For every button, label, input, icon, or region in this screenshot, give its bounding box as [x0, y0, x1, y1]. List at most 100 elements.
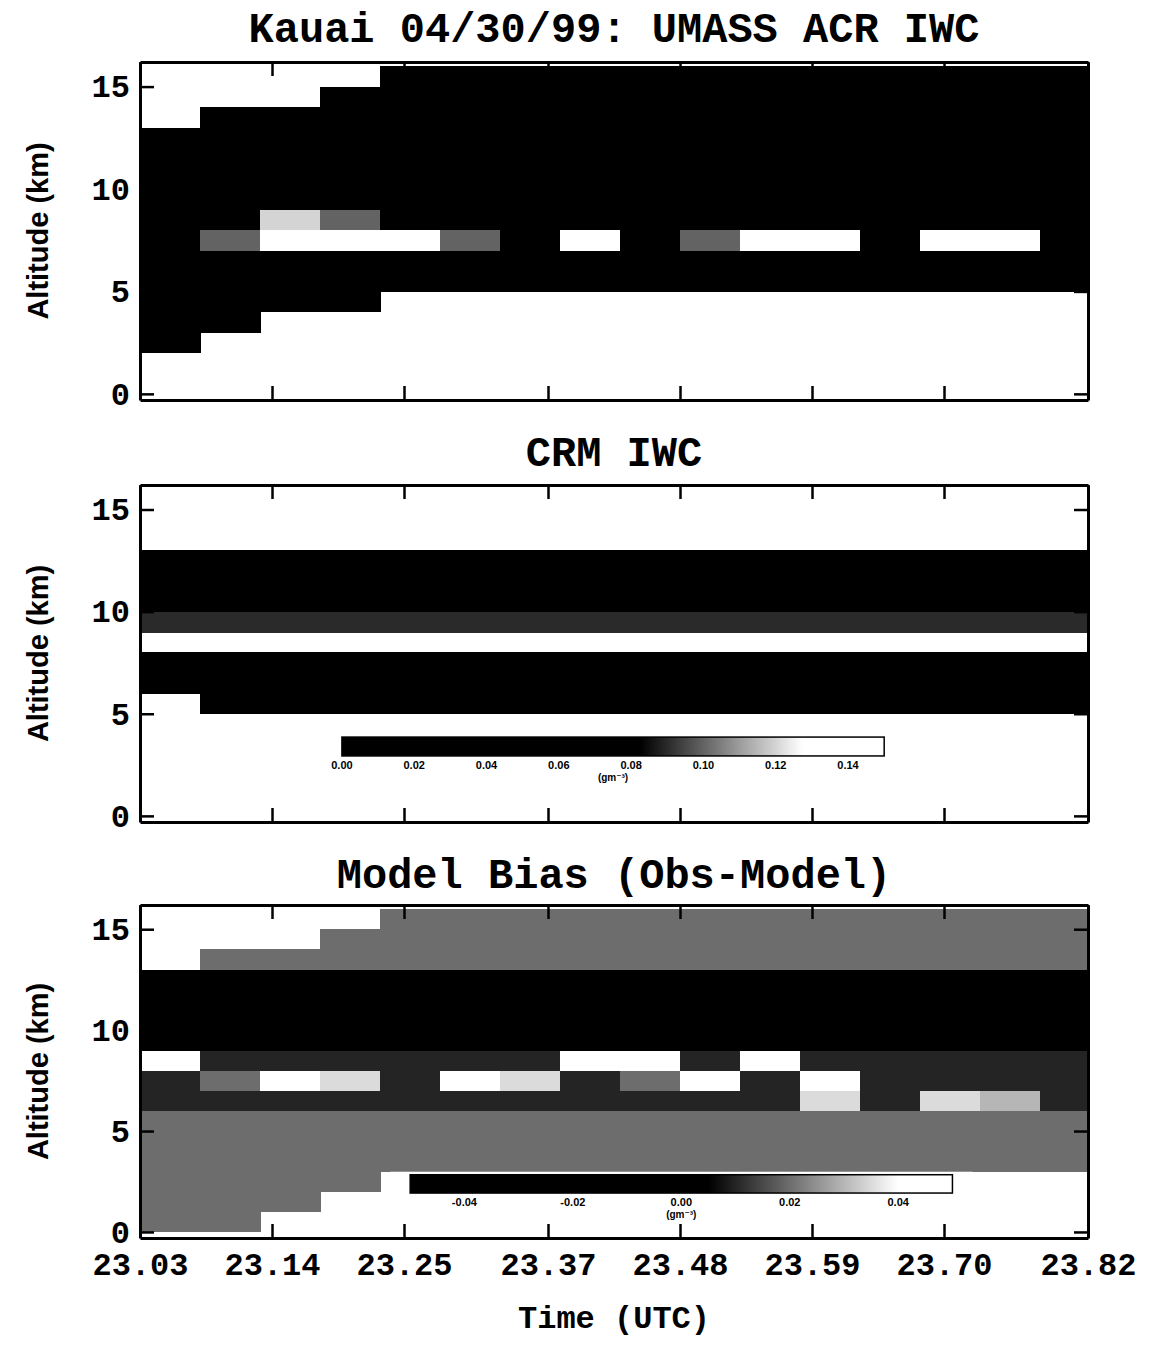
- heatmap-cell: [380, 169, 441, 190]
- heatmap-cell: [620, 550, 681, 571]
- heatmap-cell: [680, 1030, 741, 1051]
- heatmap-cell: [620, 107, 681, 128]
- heatmap-cell: [320, 1111, 381, 1132]
- heatmap-cell: [560, 87, 621, 108]
- heatmap-cell: [380, 1030, 441, 1051]
- heatmap-cell: [920, 929, 981, 950]
- tick: [548, 905, 549, 919]
- tick: [944, 808, 945, 822]
- y-axis-right: [1074, 906, 1089, 1239]
- heatmap-cell: [800, 1091, 861, 1112]
- tick-mark: [403, 485, 406, 499]
- heatmap-cell: [680, 1131, 741, 1152]
- heatmap-cell: [860, 189, 921, 210]
- tick-mark: [679, 905, 682, 919]
- heatmap-cell: [980, 107, 1041, 128]
- heatmap-cell: [860, 1030, 921, 1051]
- tick: [812, 62, 813, 76]
- heatmap-cell: [560, 1111, 621, 1132]
- heatmap-cell: [800, 1131, 861, 1152]
- heatmap-cell: [380, 66, 441, 87]
- heatmap-cell: [140, 230, 201, 251]
- y-axis: 051015: [92, 906, 154, 1253]
- heatmap-cell: [260, 1070, 321, 1091]
- heatmap-cell: [620, 929, 681, 950]
- heatmap-cell: [1040, 1070, 1088, 1091]
- heatmap-cell: [980, 693, 1041, 714]
- heatmap-cell: [380, 250, 441, 271]
- heatmap-cell: [800, 230, 861, 251]
- heatmap-cell: [740, 591, 801, 612]
- heatmap-cell: [980, 209, 1041, 230]
- heatmap-cell: [980, 87, 1041, 108]
- heatmap-cell: [560, 990, 621, 1011]
- heatmap-cell: [140, 1091, 201, 1112]
- heatmap-cell: [560, 271, 621, 292]
- tick-mark: [1074, 393, 1088, 396]
- heatmap-cell: [620, 652, 681, 673]
- heatmap-cell: [740, 970, 801, 991]
- tick-mark: [140, 188, 154, 191]
- heatmap-cell: [260, 128, 321, 149]
- heatmap-cell: [680, 230, 741, 251]
- tick-mark: [403, 808, 406, 822]
- heatmap-cell: [800, 612, 861, 633]
- colorbar: -0.04-0.020.000.020.04(gm⁻³): [390, 1172, 972, 1227]
- heatmap-cell: [320, 169, 381, 190]
- heatmap-cell: [320, 1030, 381, 1051]
- heatmap-cell: [380, 673, 441, 694]
- panel-title: Model Bias (Obs-Model): [337, 853, 892, 901]
- heatmap-cell: [260, 169, 321, 190]
- panel-title: CRM IWC: [526, 431, 702, 479]
- heatmap-cell: [440, 1091, 501, 1112]
- tick-mark: [811, 386, 814, 400]
- panel: 0.000.020.040.060.080.100.120.14(gm⁻³)05…: [22, 431, 1089, 837]
- tick-mark: [1074, 1029, 1088, 1032]
- heatmap-cell: [380, 1070, 441, 1091]
- heatmap-cell: [560, 107, 621, 128]
- heatmap-cell: [860, 1111, 921, 1132]
- tick: 23.59: [764, 1224, 860, 1285]
- heatmap-cell: [440, 591, 501, 612]
- heatmap-cell: [680, 66, 741, 87]
- heatmap-cell: [860, 250, 921, 271]
- heatmap-cell: [560, 652, 621, 673]
- tick-mark: [271, 62, 274, 76]
- tick-mark: [679, 62, 682, 76]
- heatmap-cell: [140, 550, 201, 571]
- heatmap-cell: [200, 312, 261, 333]
- heatmap-cell: [860, 612, 921, 633]
- heatmap-cell: [920, 209, 981, 230]
- axis-line: [141, 399, 1089, 402]
- heatmap-cell: [800, 550, 861, 571]
- heatmap-cell: [140, 250, 201, 271]
- heatmap-cell: [200, 1111, 261, 1132]
- tick: 5: [111, 697, 154, 734]
- heatmap-cell: [440, 250, 501, 271]
- heatmap-cell: [1040, 693, 1088, 714]
- heatmap-cell: [680, 673, 741, 694]
- heatmap-cell: [920, 571, 981, 592]
- tick-mark: [403, 905, 406, 919]
- y-tick-label: 10: [92, 595, 130, 632]
- heatmap-cell: [320, 550, 381, 571]
- heatmap-cell: [140, 1070, 201, 1091]
- heatmap-cell: [140, 571, 201, 592]
- heatmap-cell: [800, 1030, 861, 1051]
- tick: 0: [111, 800, 154, 837]
- heatmap-cell: [440, 1111, 501, 1132]
- heatmap-cell: [620, 1010, 681, 1031]
- heatmap-cell: [860, 1131, 921, 1152]
- tick: [1074, 1131, 1088, 1132]
- heatmap-cell: [140, 128, 201, 149]
- heatmap-cell: [140, 291, 201, 312]
- heatmap-cell: [680, 571, 741, 592]
- tick-mark: [271, 808, 274, 822]
- heatmap-cell: [200, 1091, 261, 1112]
- heatmap-cell: [740, 230, 801, 251]
- tick: [944, 386, 945, 400]
- heatmap-cell: [1040, 1010, 1088, 1031]
- heatmap-cell: [620, 909, 681, 930]
- heatmap-cell: [860, 271, 921, 292]
- heatmap-cell: [980, 990, 1041, 1011]
